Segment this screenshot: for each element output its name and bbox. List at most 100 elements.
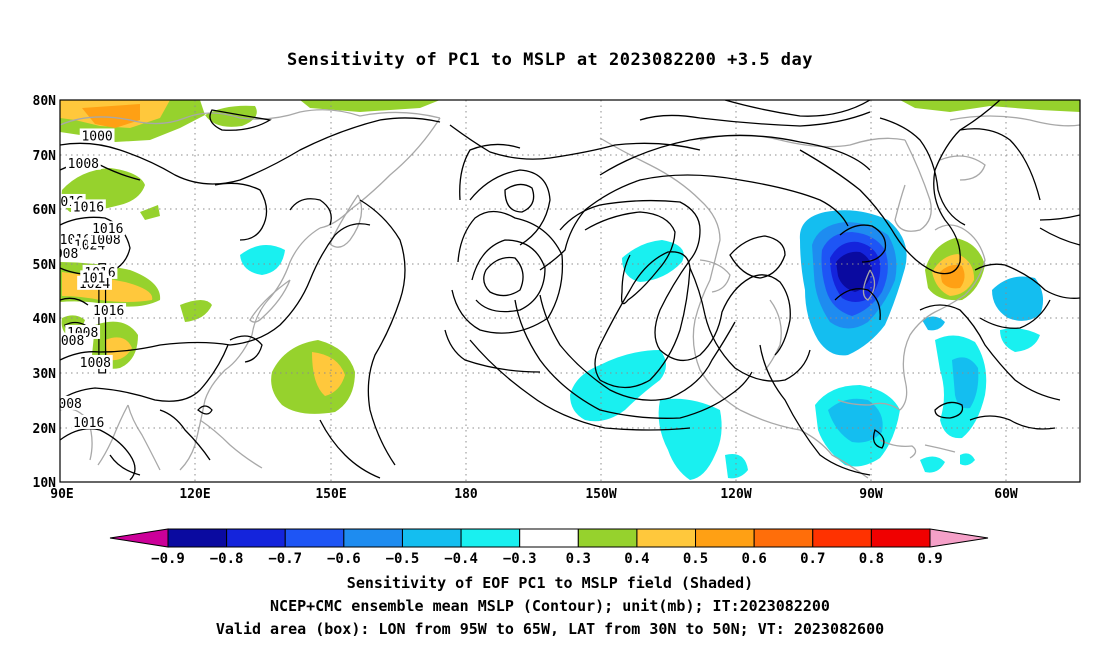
colorbar-cell <box>167 528 228 548</box>
contour-label-bg <box>80 270 107 285</box>
contour-line <box>539 294 736 401</box>
contour-line <box>834 288 881 321</box>
contour-line <box>959 128 1041 201</box>
coastline <box>699 134 906 148</box>
colorbar-cell <box>695 528 755 548</box>
contour-line <box>639 111 871 127</box>
lat-label: 40N <box>33 312 57 327</box>
contour-label-bg <box>77 354 113 369</box>
contour-line <box>289 198 332 226</box>
contour-labels: 1000100810161016101610241008100810161016… <box>47 128 127 431</box>
contour-label: 1008 <box>53 334 84 349</box>
shade-patch <box>312 352 345 396</box>
contour-label: 1008 <box>51 397 82 412</box>
contour-label: 1016 <box>73 200 104 215</box>
contour-label: 1000 <box>81 129 112 144</box>
colorbar-label: 0.8 <box>859 551 884 567</box>
contour-line <box>979 299 1051 329</box>
coastline <box>699 259 731 293</box>
colorbar-high-triangle <box>929 528 989 548</box>
contour-line <box>559 199 791 362</box>
contour-line <box>1039 227 1080 246</box>
contour-line <box>444 329 541 373</box>
contour-line <box>969 415 1056 430</box>
contour-label: 1016 <box>93 304 124 319</box>
contour-line <box>469 339 691 431</box>
contour-line <box>974 263 1080 299</box>
caption-valid-area: Valid area (box): LON from 95W to 65W, L… <box>215 620 885 638</box>
shade-patch <box>271 340 355 414</box>
colorbar-label: 0.3 <box>566 551 591 567</box>
shade-patch <box>940 264 965 289</box>
colorbar-cell <box>460 528 521 548</box>
colorbar-label: −0.6 <box>327 551 361 567</box>
contour-label: 1008 <box>80 356 111 371</box>
caption-contour: NCEP+CMC ensemble mean MSLP (Contour); u… <box>270 597 830 615</box>
colorbar-label: 0.7 <box>800 551 825 567</box>
coastline <box>204 334 253 401</box>
lon-label: 90E <box>50 487 73 502</box>
contour-line <box>879 117 966 226</box>
shade-patch <box>140 205 160 220</box>
lon-label: 150E <box>315 487 346 502</box>
coastline <box>879 439 917 459</box>
lat-label: 30N <box>33 367 57 382</box>
shade-patch <box>922 316 945 331</box>
contour-label: 1008 <box>47 247 78 262</box>
colorbar-cell <box>519 528 579 548</box>
colorbar-cell <box>284 528 345 548</box>
lon-label: 180 <box>454 487 478 502</box>
coastline <box>837 399 901 411</box>
shade-patch <box>658 398 722 480</box>
shade-patch <box>725 454 748 479</box>
contour-line <box>60 117 441 185</box>
colorbar-label: 0.9 <box>917 551 942 567</box>
contour-line <box>799 100 1001 275</box>
shade-patch <box>570 350 666 422</box>
shade-patch <box>992 276 1044 321</box>
lat-label: 10N <box>33 476 57 491</box>
contour-line <box>514 299 753 419</box>
colorbar-cell <box>343 528 403 548</box>
contour-line <box>539 174 849 271</box>
contour-line <box>229 335 263 363</box>
coastline <box>249 279 291 323</box>
coastline <box>739 409 869 479</box>
coastlines <box>60 109 1080 479</box>
colorbar-label: −0.3 <box>503 551 537 567</box>
contour-label-bg <box>79 128 115 143</box>
colorbar-label: −0.7 <box>268 551 302 567</box>
colorbar-cell <box>401 528 462 548</box>
contour-line <box>60 297 89 306</box>
shade-patch <box>300 100 440 112</box>
contour-line <box>459 143 521 201</box>
contour-line <box>919 304 1061 401</box>
coastline <box>60 109 441 126</box>
lon-label: 60W <box>994 487 1018 502</box>
colorbar-label: −0.9 <box>151 551 185 567</box>
colorbar-label: 0.6 <box>742 551 767 567</box>
contour-line <box>109 454 141 476</box>
contour-line <box>504 183 535 213</box>
contour-line <box>483 256 524 297</box>
contour-label-bg <box>71 199 106 214</box>
shade-patch <box>920 456 945 473</box>
contour-line <box>197 405 213 415</box>
contour-label: 1016 <box>92 222 123 237</box>
shade-patch <box>105 337 132 361</box>
coastline <box>949 115 1080 127</box>
lat-label: 50N <box>33 258 57 273</box>
shade-patch <box>240 245 285 275</box>
coastline <box>97 404 129 466</box>
contour-label-bg <box>65 155 101 170</box>
contour-line <box>724 100 871 117</box>
lon-label: 90W <box>859 487 883 502</box>
contour-line <box>934 401 964 419</box>
coastline <box>934 224 986 296</box>
contour-label-bg <box>60 245 81 260</box>
contour-line <box>839 224 887 263</box>
colorbar: −0.9 −0.8 −0.7 −0.6 −0.5 −0.4 −0.3 0.3 0.4 0.5 0.6… <box>109 528 989 567</box>
sensitivity-shading <box>60 100 1080 480</box>
sensitivity-map: 1000100810161016101610241008100810161016… <box>33 94 1081 567</box>
lon-label: 120W <box>720 487 751 502</box>
